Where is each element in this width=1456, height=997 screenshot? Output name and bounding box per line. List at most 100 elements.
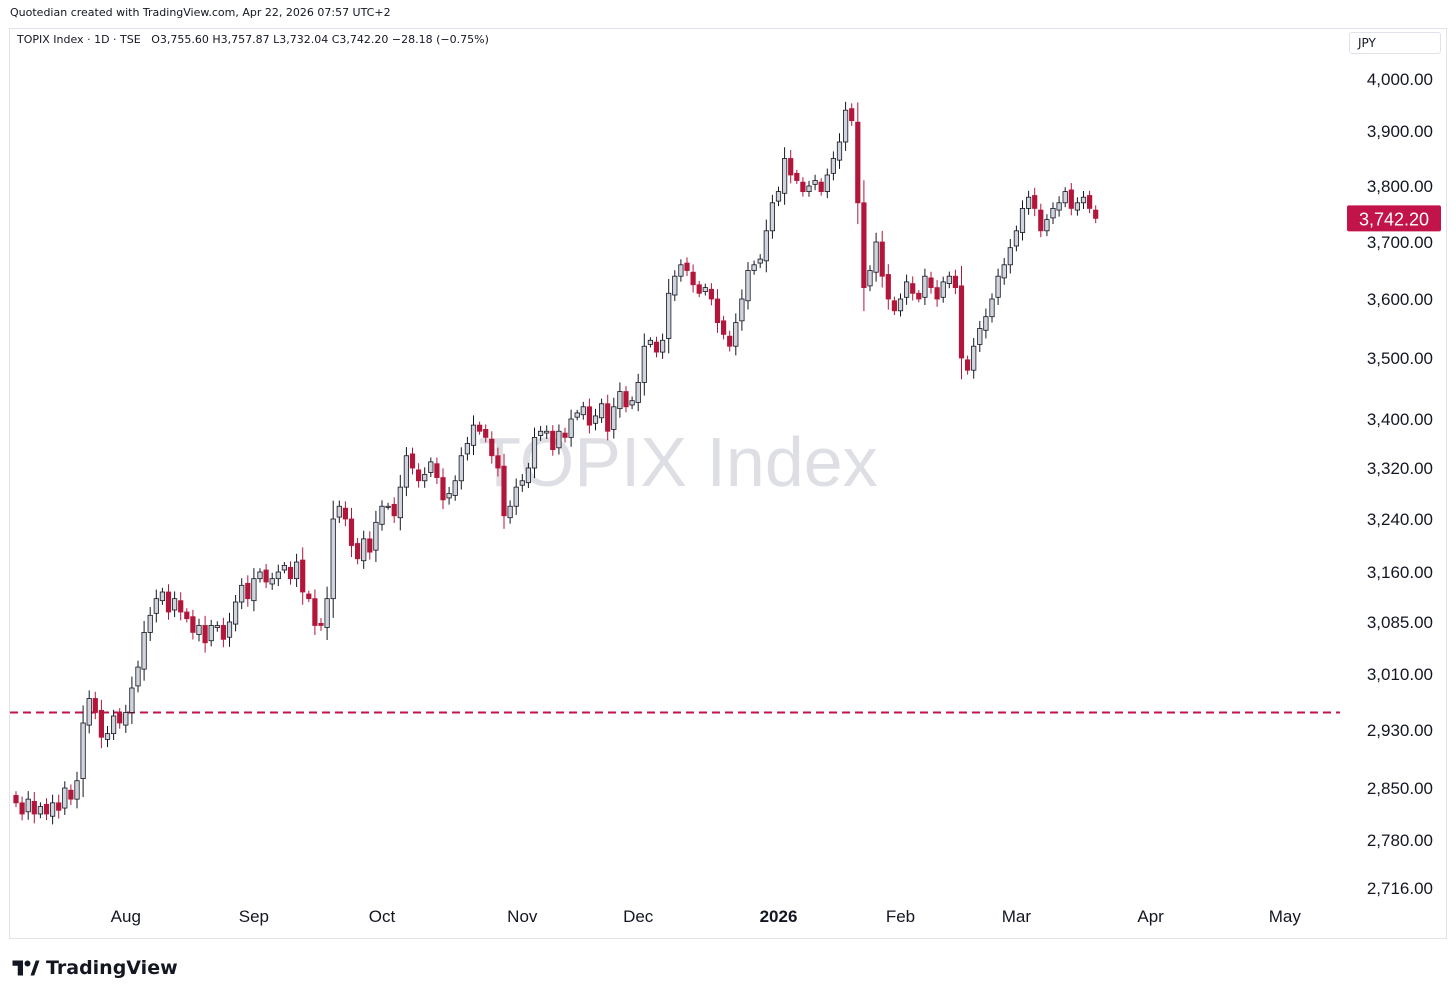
candle-body [336,505,342,518]
y-tick-label: 3,600.00 [1367,290,1433,309]
candle-body [855,121,861,204]
x-tick-label: May [1269,907,1302,926]
candle-body [171,598,178,611]
y-tick-label: 3,500.00 [1367,349,1433,368]
candle-body [836,141,843,161]
candle-body [312,598,318,626]
candle-body [129,687,135,713]
ohlc-close: C3,742.20 [331,33,389,46]
candle-body [458,455,464,482]
candle-body [489,438,495,457]
x-tick-label: Dec [623,907,654,926]
candle-body [1038,209,1044,232]
candle-body [739,298,745,322]
y-tick-label: 3,320.00 [1367,459,1433,478]
candle-body [904,281,910,298]
candle-body [672,275,678,296]
candle-body [245,582,251,600]
x-tick-label: Aug [111,907,141,926]
candle-body [446,493,452,499]
candle-body [1062,191,1068,204]
candle-body [1007,247,1013,266]
candle-body [403,455,410,488]
candle-body [269,578,275,585]
candle-body [379,505,385,525]
candle-body [1080,196,1087,204]
candle-body [568,418,574,438]
candle-body [550,430,556,451]
candle-body [702,287,708,292]
candle-body [220,625,226,640]
x-tick-label: Oct [369,907,396,926]
candle-body [62,787,68,809]
candle-body [843,109,849,143]
candle-body [897,298,904,312]
candle-body [763,230,769,262]
candle-body [910,283,916,294]
y-tick-label: 3,900.00 [1367,122,1433,141]
candle-body [928,277,934,289]
candle-body [629,400,635,406]
candle-body [1013,230,1020,247]
currency-selector[interactable]: JPY [1349,32,1441,54]
candle-body [989,298,995,318]
tradingview-logo-icon [12,960,40,976]
candle-body [391,503,397,517]
candle-body [647,339,654,345]
symbol-exchange: TSE [120,33,141,46]
candle-body [958,285,965,359]
candle-body [788,158,794,176]
candle-body [586,406,593,426]
candle-body [153,598,159,614]
candle-body [464,443,471,455]
candle-body [592,415,599,424]
candle-body [452,480,458,496]
candle-body [275,571,281,580]
candle-body [330,518,336,600]
candle-body [660,339,666,353]
candle-body [849,108,855,121]
candle-body [708,288,715,300]
tradingview-logo[interactable]: TradingView [12,957,178,979]
symbol-legend: TOPIX Index · 1D · TSE O3,755.60 H3,757.… [17,33,489,46]
candle-body [611,406,617,430]
y-tick-label: 2,930.00 [1367,721,1433,740]
candle-body [891,300,898,312]
candle-body [123,712,129,726]
candle-body [922,275,928,298]
candle-body [830,158,837,174]
candle-body [544,430,550,434]
candle-body [141,632,147,670]
x-tick-label: Apr [1137,907,1164,926]
candle-body [1019,207,1026,233]
brand-name: TradingView [46,957,178,979]
candle-body [696,284,702,294]
y-tick-label: 3,240.00 [1367,510,1433,529]
candle-body [641,345,647,383]
x-tick-label: Sep [239,907,269,926]
candle-body [782,158,788,194]
chart-pane[interactable] [9,28,1447,939]
candle-body [623,391,629,408]
candle-body [1093,209,1099,219]
candle-body [1050,207,1056,219]
y-tick-label: 4,000.00 [1367,70,1433,89]
candle-body [385,505,391,508]
candle-body [934,287,940,300]
candle-body [147,614,153,633]
candle-body [287,566,294,580]
candle-body [428,461,434,473]
candle-body [769,202,776,232]
candle-body [31,800,37,815]
candle-body [214,625,220,628]
candle-body [885,274,891,300]
candle-body [196,625,202,635]
y-tick-label: 3,010.00 [1367,665,1433,684]
symbol-name: TOPIX Index [17,33,84,46]
candle-body [111,715,117,735]
candle-body [751,264,757,271]
candle-body [25,798,31,813]
candle-body [348,518,355,546]
y-tick-label: 2,780.00 [1367,831,1433,850]
